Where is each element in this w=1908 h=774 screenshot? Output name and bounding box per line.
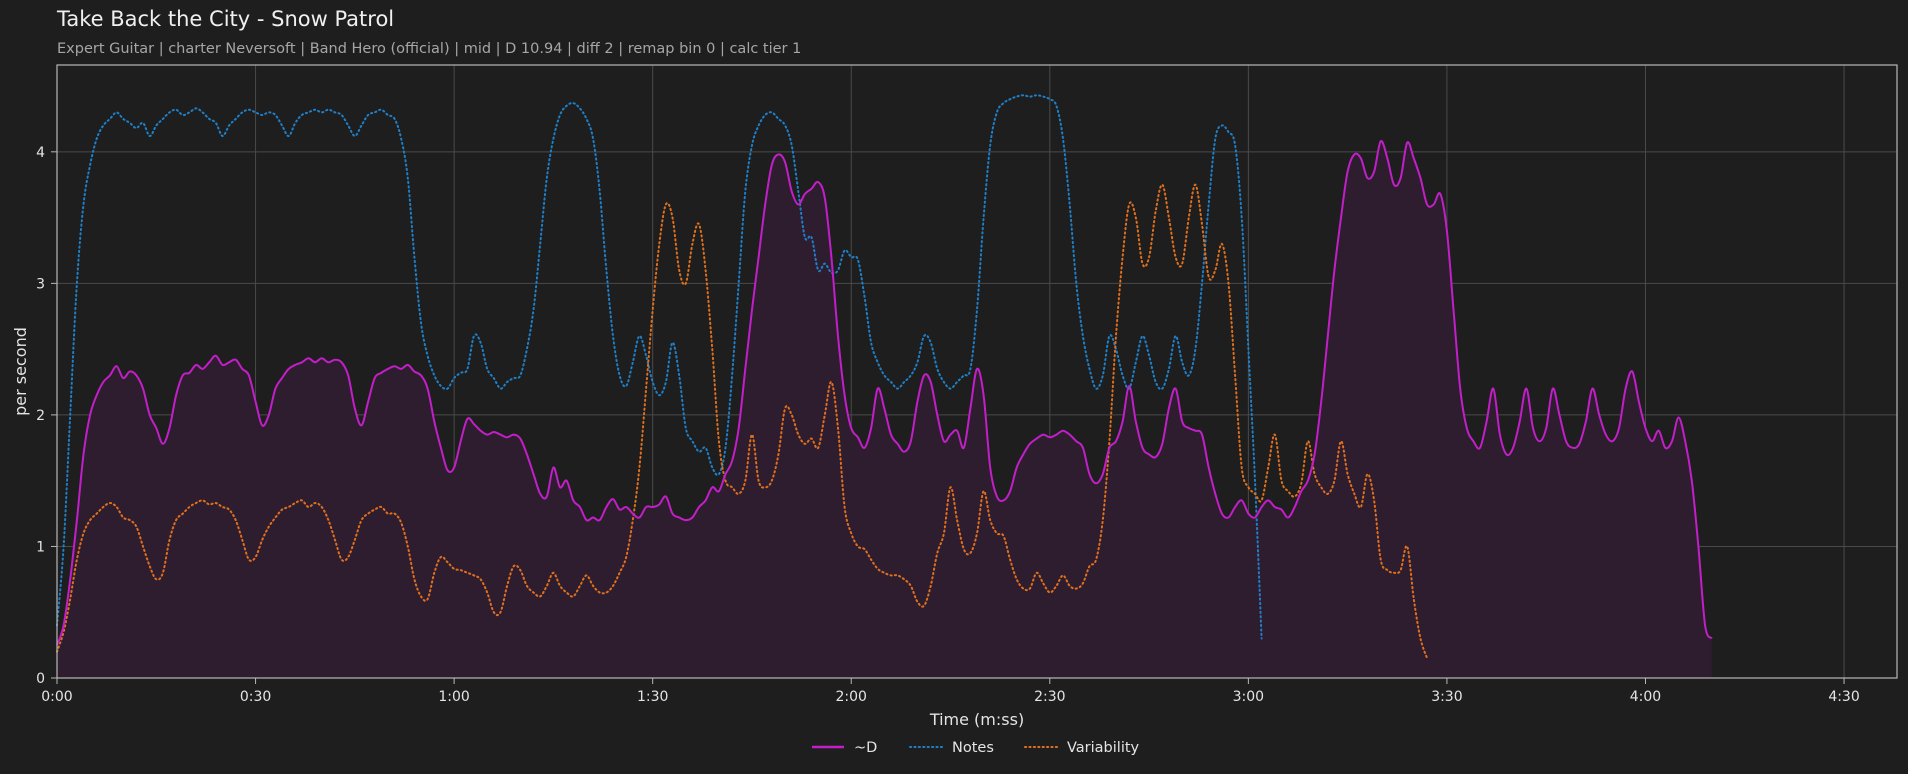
- legend-label: Notes: [952, 740, 994, 756]
- y-axis-ticks: 0 1 2 3 4: [36, 145, 57, 687]
- x-tick-label: 2:30: [1034, 689, 1065, 705]
- x-tick-label: 3:30: [1431, 689, 1462, 705]
- legend-label: ~D: [854, 740, 877, 756]
- series-lines: [56, 94, 1713, 660]
- y-axis-label: per second: [11, 327, 30, 416]
- legend-item: Notes: [909, 740, 994, 756]
- legend-item: Variability: [1024, 740, 1140, 756]
- legend-item: ~D: [812, 740, 877, 756]
- notes-series-line: [56, 94, 1263, 640]
- legend: ~D Notes Variability: [812, 740, 1140, 756]
- x-tick-label: 4:00: [1630, 689, 1661, 705]
- legend-label: Variability: [1067, 740, 1140, 756]
- y-tick-label: 4: [36, 145, 45, 161]
- x-tick-label: 2:00: [836, 689, 867, 705]
- y-tick-label: 2: [36, 408, 45, 424]
- y-tick-label: 0: [36, 671, 45, 687]
- x-tick-label: 0:30: [240, 689, 271, 705]
- y-tick-label: 1: [36, 539, 45, 555]
- x-tick-label: 1:00: [438, 689, 469, 705]
- variability-series-line: [56, 183, 1429, 660]
- y-tick-label: 3: [36, 276, 45, 292]
- x-tick-label: 1:30: [637, 689, 668, 705]
- x-tick-label: 4:30: [1828, 689, 1859, 705]
- chart-title: Take Back the City - Snow Patrol: [57, 7, 395, 31]
- x-tick-label: 0:00: [41, 689, 72, 705]
- x-axis-ticks: 0:00 0:30 1:00 1:30 2:00 2:30 3:00 3:30 4:00 4:30: [41, 678, 1860, 705]
- plot-frame: [56, 64, 1898, 679]
- d-series-line: [56, 140, 1713, 646]
- x-tick-label: 3:00: [1233, 689, 1264, 705]
- x-axis-label: Time (m:ss): [929, 710, 1024, 729]
- chart-subtitle: Expert Guitar | charter Neversoft | Band…: [57, 41, 802, 57]
